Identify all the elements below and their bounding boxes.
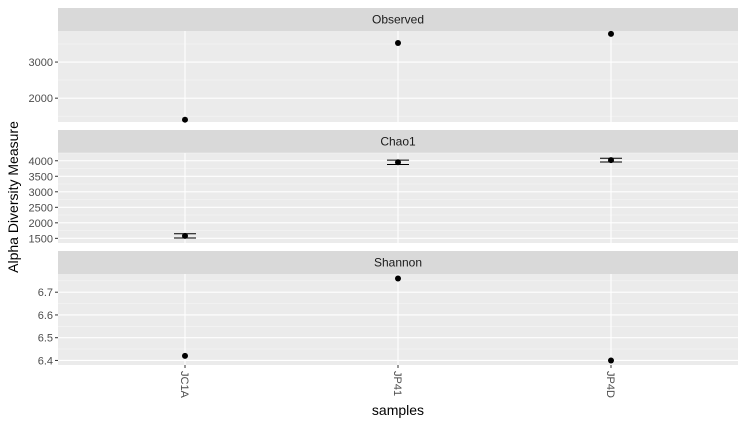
y-tick-label: 2000	[29, 93, 53, 105]
facet-strip-label: Shannon	[374, 256, 422, 270]
x-tick-label: JP4D	[604, 371, 616, 398]
facet-panel-shannon: Shannon 6.4 6.5 6.6 6.7	[38, 251, 738, 367]
y-tick-label: 6.4	[38, 355, 53, 367]
data-point	[608, 157, 614, 164]
y-tick-label: 1500	[29, 233, 53, 245]
facet-strip-label: Chao1	[380, 135, 416, 149]
x-tick-label: JC1A	[178, 371, 190, 399]
y-tick-label: 3000	[29, 57, 53, 69]
x-axis: JC1A JP41 JP4D	[178, 365, 616, 399]
data-point	[182, 352, 188, 359]
y-axis-title: Alpha Diversity Measure	[5, 121, 21, 273]
facet-panel-observed: Observed 2000 3000	[29, 8, 738, 123]
data-point	[395, 275, 401, 282]
data-point	[608, 30, 614, 37]
facet-strip-label: Observed	[372, 13, 424, 27]
facet-strip	[58, 130, 738, 153]
facet-panel-chao1: Chao1 1500 2000 2500 3000 3500 4000	[29, 130, 738, 245]
y-tick-label: 3000	[29, 187, 53, 199]
data-point	[182, 116, 188, 123]
data-point	[182, 232, 188, 239]
x-axis-title: samples	[372, 402, 424, 418]
facet-strip	[58, 8, 738, 31]
data-point	[395, 39, 401, 46]
data-point	[608, 357, 614, 364]
y-tick-label: 3500	[29, 171, 53, 183]
x-tick-label: JP41	[391, 371, 403, 396]
facet-strip	[58, 251, 738, 274]
y-tick-label: 2500	[29, 202, 53, 214]
y-tick-label: 6.6	[38, 310, 53, 322]
y-tick-label: 4000	[29, 156, 53, 168]
data-point	[395, 159, 401, 166]
y-tick-label: 6.5	[38, 333, 53, 345]
y-tick-label: 2000	[29, 218, 53, 230]
y-tick-label: 6.7	[38, 287, 53, 299]
facet-panels: Observed 2000 3000 Chao1 1500 2000 2500 3000 350…	[29, 8, 738, 367]
